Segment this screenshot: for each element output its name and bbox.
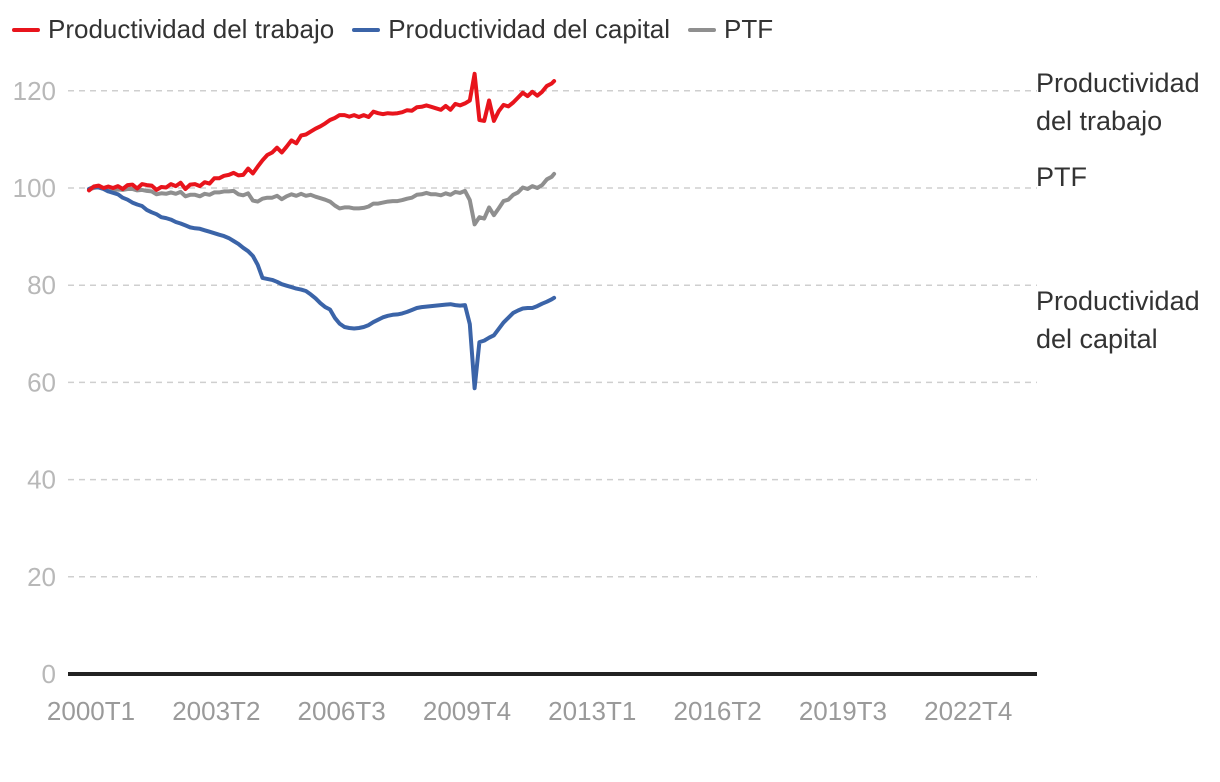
end-label-capital: Productividad del capital — [1036, 286, 1200, 354]
y-tick-label-60: 60 — [27, 367, 56, 397]
legend-label-labour: Productividad del trabajo — [48, 14, 335, 44]
legend-item-capital-productivity: Productividad del capital — [352, 14, 670, 45]
legend-swatch-labour — [12, 27, 40, 32]
x-tick-label-2006T3: 2006T3 — [298, 696, 386, 726]
legend: Productividad del trabajo Productividad … — [12, 14, 791, 45]
legend-item-labour-productivity: Productividad del trabajo — [12, 14, 334, 45]
x-tick-label-2000T1: 2000T1 — [47, 696, 135, 726]
x-tick-label-2003T2: 2003T2 — [172, 696, 260, 726]
y-tick-label-20: 20 — [27, 562, 56, 592]
x-tick-label-2019T3: 2019T3 — [799, 696, 887, 726]
legend-label-ptf: PTF — [724, 14, 774, 44]
end-label-ptf: PTF — [1036, 162, 1087, 192]
y-tick-label-0: 0 — [42, 659, 56, 689]
y-tick-label-40: 40 — [27, 465, 56, 495]
series-line-capital — [87, 185, 557, 391]
y-tick-label-80: 80 — [27, 270, 56, 300]
x-tick-label-2016T2: 2016T2 — [674, 696, 762, 726]
end-label-labour: Productividad del trabajo — [1036, 68, 1200, 136]
x-tick-label-2009T4: 2009T4 — [423, 696, 511, 726]
y-tick-label-120: 120 — [13, 76, 56, 106]
legend-label-capital: Productividad del capital — [388, 14, 671, 44]
y-tick-label-100: 100 — [13, 173, 56, 203]
series-line-labour — [87, 71, 557, 193]
series-line-ptf — [87, 171, 557, 227]
x-tick-label-2013T1: 2013T1 — [548, 696, 636, 726]
legend-item-ptf: PTF — [688, 14, 773, 45]
x-tick-label-2022T4: 2022T4 — [924, 696, 1012, 726]
legend-swatch-ptf — [688, 27, 717, 32]
legend-swatch-capital — [352, 27, 381, 32]
